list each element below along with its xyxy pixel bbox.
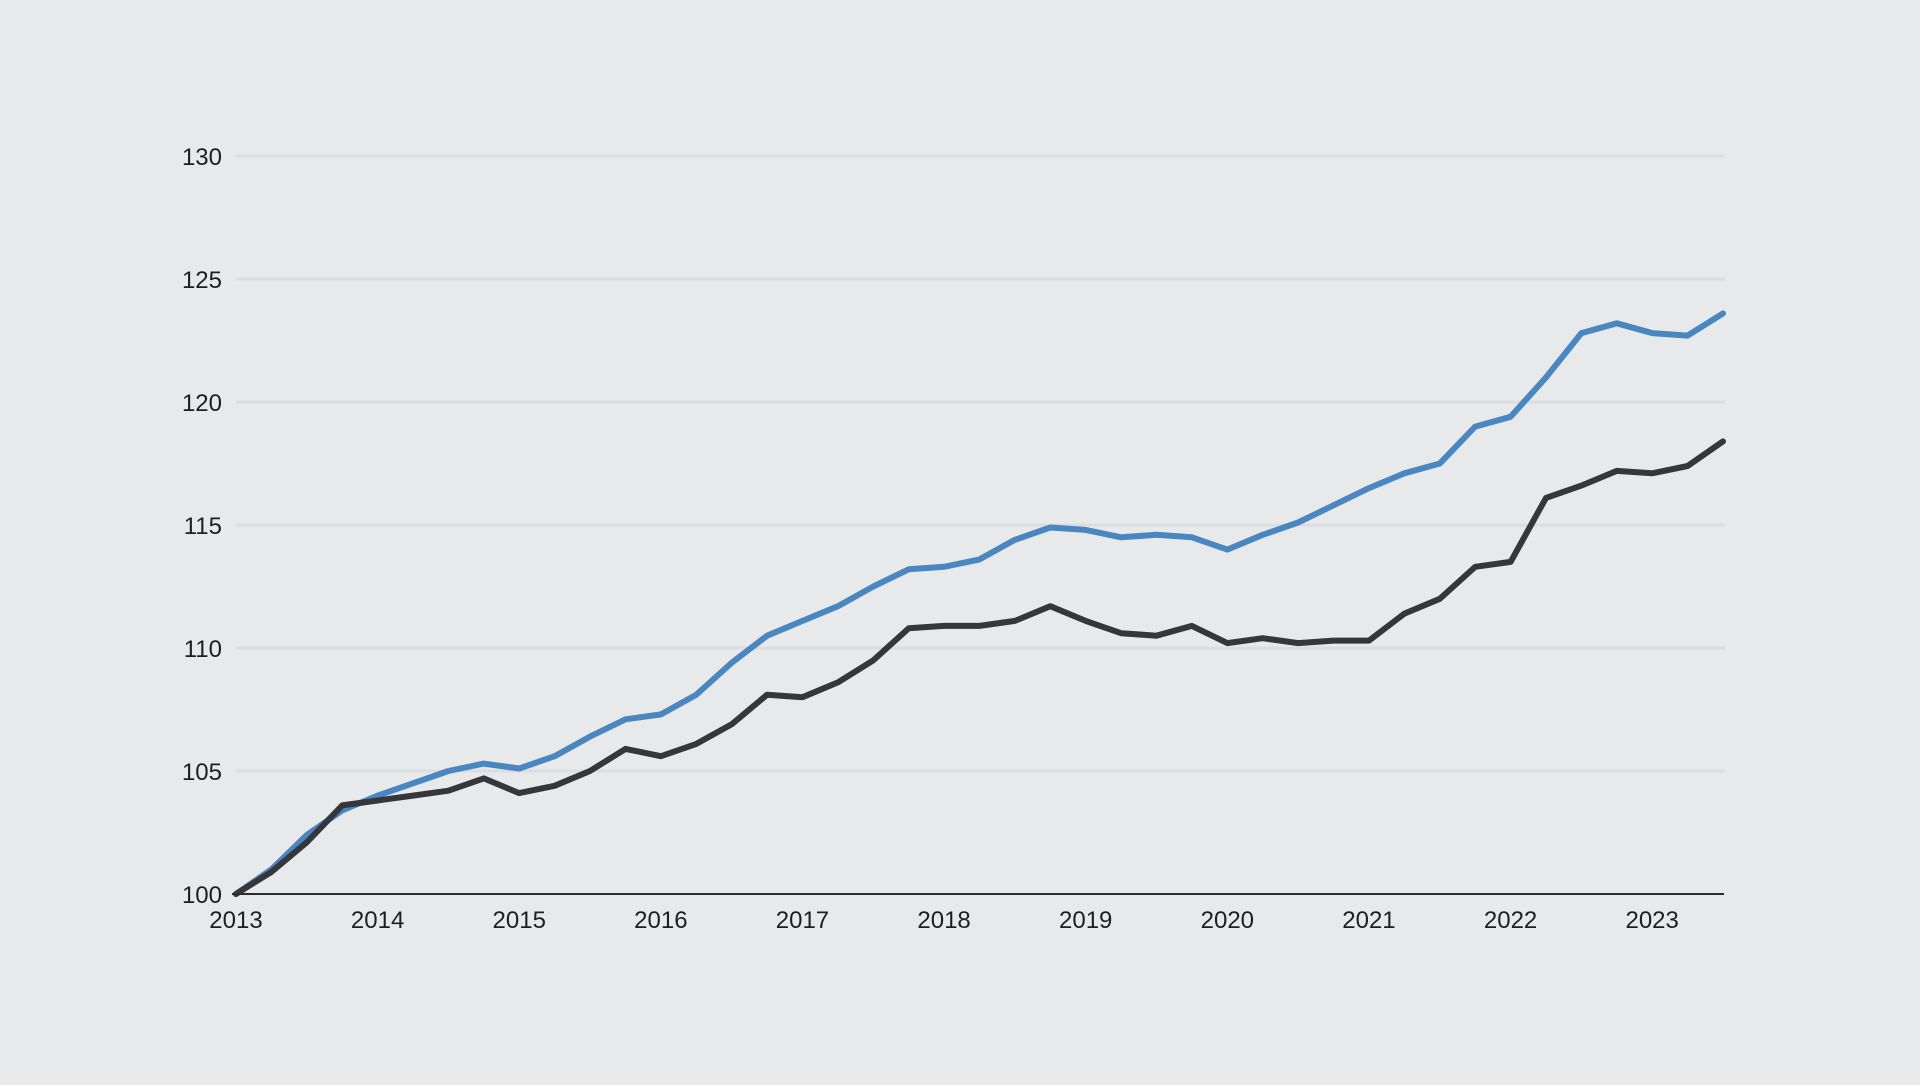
x-tick-label: 2021 (1342, 907, 1395, 934)
y-axis-tick-labels: 100 105 110 115 120 125 130 (182, 144, 222, 909)
x-tick-label: 2015 (493, 907, 546, 934)
x-tick-label: 2023 (1625, 907, 1678, 934)
y-tick-label: 110 (184, 636, 222, 663)
y-tick-label: 105 (182, 759, 222, 786)
y-tick-label: 100 (182, 882, 222, 909)
x-tick-label: 2022 (1484, 907, 1537, 934)
x-tick-label: 2018 (917, 907, 970, 934)
y-tick-label: 130 (182, 144, 222, 171)
y-tick-label: 125 (182, 267, 222, 294)
series-line-dark (233, 438, 1726, 897)
series-line-blue (233, 310, 1726, 897)
x-axis-tick-labels: 2013 2014 2015 2016 2017 2018 2019 2020 2021 2022… (209, 907, 1679, 934)
series-lines (233, 310, 1726, 897)
y-tick-label: 120 (182, 390, 222, 417)
x-tick-label: 2020 (1201, 907, 1254, 934)
x-tick-label: 2013 (209, 907, 262, 934)
x-tick-label: 2017 (776, 907, 829, 934)
x-tick-label: 2016 (634, 907, 687, 934)
gridlines (236, 154, 1725, 773)
x-tick-label: 2019 (1059, 907, 1112, 934)
y-tick-label: 115 (184, 513, 222, 540)
x-tick-label: 2014 (351, 907, 404, 934)
